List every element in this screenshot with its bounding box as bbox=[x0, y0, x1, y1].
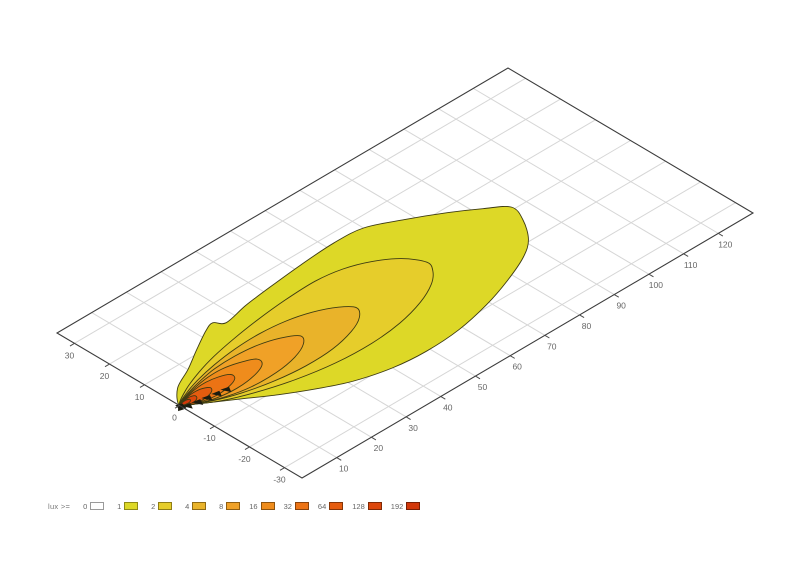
axis-tick bbox=[509, 355, 515, 359]
axis-tick-label: 0 bbox=[172, 413, 177, 423]
axis-tick bbox=[683, 253, 689, 257]
plot-border bbox=[57, 68, 753, 478]
legend-swatch bbox=[226, 502, 241, 510]
legend-value: 0 bbox=[83, 501, 88, 511]
legend-entry: 4 bbox=[181, 501, 207, 511]
axis-tick bbox=[174, 405, 180, 409]
legend-value: 16 bbox=[249, 501, 258, 511]
beam-origin-mark bbox=[193, 399, 205, 406]
axis-tick bbox=[244, 446, 250, 451]
axis-tick-label: 70 bbox=[547, 341, 557, 351]
axis-tick-label: 120 bbox=[718, 239, 732, 249]
legend-swatch bbox=[158, 502, 173, 510]
axis-tick-label: 40 bbox=[443, 403, 453, 413]
beam-origin-mark bbox=[222, 386, 234, 393]
axis-tick bbox=[371, 436, 377, 441]
grid-line bbox=[75, 78, 526, 343]
legend-swatch bbox=[260, 502, 275, 510]
axis-tick-label: 100 bbox=[649, 280, 663, 290]
legend-swatch bbox=[367, 502, 382, 510]
legend-swatch bbox=[406, 502, 421, 510]
axis-tick bbox=[579, 314, 585, 319]
axis-tick-label: 90 bbox=[616, 301, 626, 311]
axis-tick-label: 20 bbox=[374, 443, 384, 453]
axis-tick-label: 10 bbox=[135, 392, 145, 402]
grid-line bbox=[285, 203, 736, 468]
axis-tick bbox=[613, 294, 620, 298]
axis-tick bbox=[440, 396, 446, 400]
legend-entry: 0 bbox=[79, 501, 105, 511]
axis-tick bbox=[69, 342, 75, 347]
legend-value: 192 bbox=[390, 501, 404, 511]
legend-value: 4 bbox=[185, 501, 190, 511]
axis-tick-label: 80 bbox=[582, 321, 592, 331]
axis-tick-label: -30 bbox=[273, 475, 286, 485]
axis-tick-label: -10 bbox=[203, 433, 216, 443]
axis-tick bbox=[405, 416, 411, 420]
legend-swatch bbox=[124, 502, 139, 510]
axis-tick bbox=[544, 334, 550, 339]
legend-title: lux >= bbox=[48, 501, 71, 511]
axis-tick-label: 110 bbox=[684, 260, 698, 270]
axis-tick-label: 10 bbox=[339, 464, 349, 474]
legend-value: 1 bbox=[117, 501, 122, 511]
axis-tick bbox=[648, 273, 654, 278]
axis-tick bbox=[279, 467, 285, 471]
legend-entry: 64 bbox=[317, 501, 344, 511]
legend-value: 64 bbox=[317, 501, 327, 511]
axis-tick-label: 30 bbox=[65, 350, 75, 360]
legend-swatch bbox=[192, 502, 207, 510]
legend-swatch bbox=[294, 502, 309, 510]
axis-tick bbox=[209, 425, 215, 430]
beam-origin-mark bbox=[203, 395, 215, 402]
beam-origin-mark bbox=[184, 403, 195, 409]
legend-value: 32 bbox=[283, 501, 292, 511]
grid-line bbox=[110, 99, 561, 364]
axis-tick-label: 20 bbox=[100, 371, 110, 381]
axis-tick bbox=[475, 375, 481, 380]
axis-tick-label: 50 bbox=[478, 382, 488, 392]
legend-entry: 32 bbox=[284, 502, 309, 511]
beam-origin-mark bbox=[213, 391, 225, 398]
legend-swatch bbox=[90, 502, 105, 510]
axis-tick-label: 30 bbox=[408, 423, 418, 433]
legend-value: 128 bbox=[352, 501, 365, 511]
legend-entry: 2 bbox=[147, 501, 173, 511]
axis-tick bbox=[104, 363, 110, 368]
axis-tick bbox=[139, 384, 145, 388]
legend: lux >= 0 1 2 4 8 16 32 64 128 192 bbox=[48, 500, 429, 512]
legend-entry: 1 bbox=[113, 501, 139, 511]
legend-swatch bbox=[329, 502, 344, 510]
axis-tick-label: 60 bbox=[512, 362, 522, 372]
legend-value: 2 bbox=[151, 501, 156, 511]
legend-entry: 192 bbox=[391, 502, 421, 511]
beam-origin-mark bbox=[176, 407, 183, 411]
legend-entry: 8 bbox=[215, 501, 241, 511]
legend-value: 8 bbox=[219, 501, 224, 511]
ground-plane-group bbox=[52, 68, 753, 481]
axis-tick bbox=[718, 232, 724, 237]
legend-entry: 128 bbox=[352, 502, 382, 511]
axis-tick bbox=[336, 457, 342, 461]
axis-tick-label: -20 bbox=[238, 454, 251, 464]
legend-entry: 16 bbox=[249, 501, 275, 511]
